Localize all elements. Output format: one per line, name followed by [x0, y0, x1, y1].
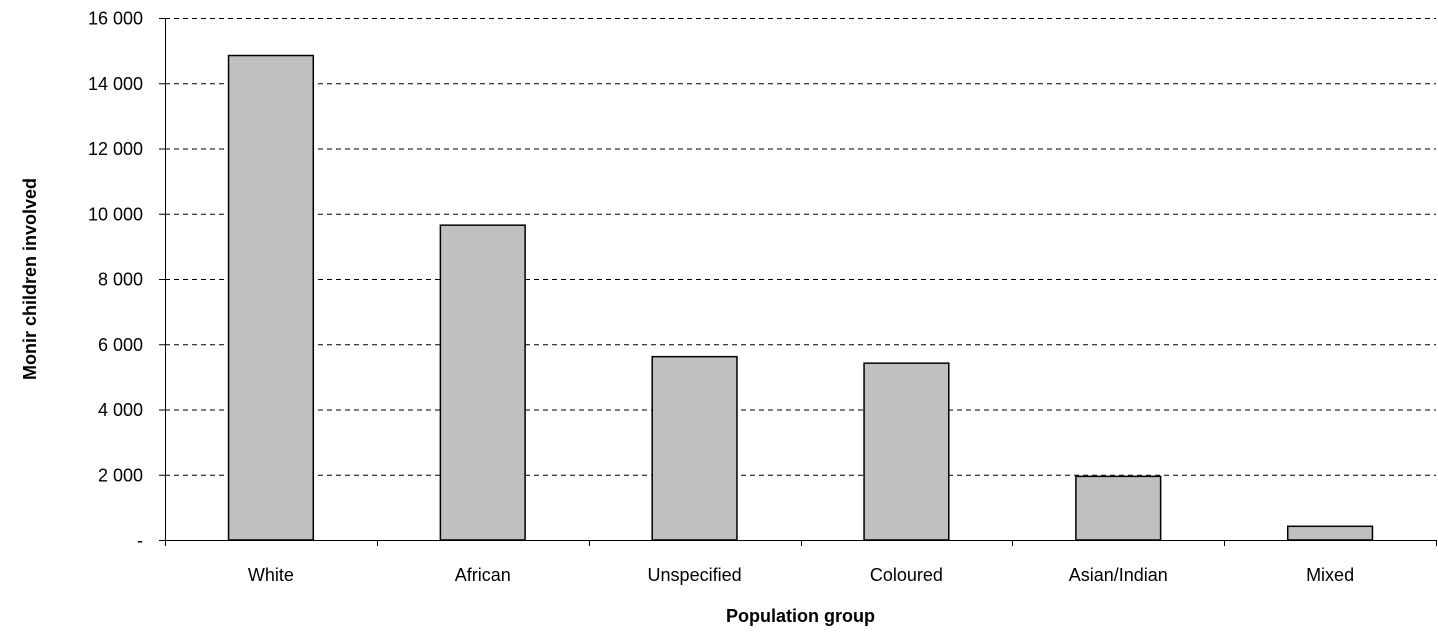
x-tick-label: White [248, 565, 294, 585]
x-axis-title: Population group [726, 606, 875, 626]
bar-african [439, 224, 526, 541]
bar-coloured [863, 362, 950, 541]
gridlines [165, 18, 1436, 476]
y-tick-label: 10 000 [88, 204, 143, 224]
y-tick-label: 2 000 [98, 465, 143, 485]
bar-unspecified [651, 355, 738, 541]
y-tick-label: - [137, 531, 143, 551]
x-tick-label: Mixed [1306, 565, 1354, 585]
y-tick-labels: - 2 000 4 000 6 000 8 000 10 000 12 000 14 000 1… [88, 9, 143, 551]
y-axis-title: Monir children involved [20, 178, 40, 380]
x-tick-label: Asian/Indian [1069, 565, 1168, 585]
y-tick-label: 8 000 [98, 270, 143, 290]
y-tick-label: 12 000 [88, 139, 143, 159]
bar-white [227, 54, 315, 541]
axes [159, 18, 1437, 546]
x-tick-label: Coloured [870, 565, 943, 585]
x-tick-label: Unspecified [648, 565, 742, 585]
y-tick-label: 4 000 [98, 400, 143, 420]
bars [227, 54, 1374, 541]
y-tick-label: 16 000 [88, 9, 143, 29]
bar-mixed [1286, 525, 1374, 541]
bar-asian-indian [1075, 475, 1162, 541]
x-tick-label: African [455, 565, 511, 585]
x-tick-labels: White African Unspecified Coloured Asian/Ind… [248, 565, 1354, 585]
y-tick-label: 14 000 [88, 74, 143, 94]
y-tick-label: 6 000 [98, 335, 143, 355]
